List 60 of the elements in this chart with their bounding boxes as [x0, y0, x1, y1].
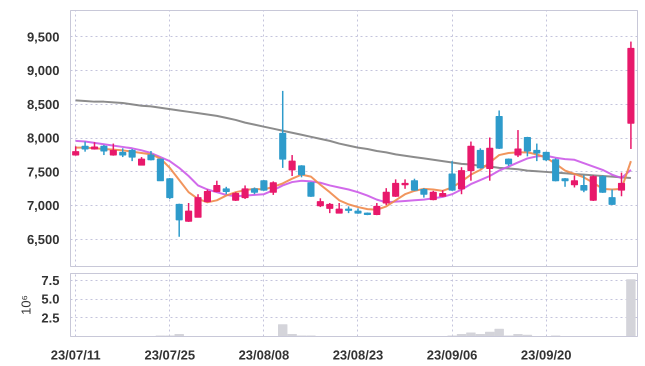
candlestick: [326, 202, 334, 214]
candlestick: [514, 129, 522, 158]
candlestick: [448, 160, 456, 192]
line-series: [74, 99, 632, 180]
candlestick: [298, 164, 306, 178]
candlestick: [100, 144, 108, 156]
candlestick: [570, 174, 578, 188]
candlestick: [420, 187, 428, 198]
candlestick: [288, 154, 296, 177]
candlestick: [618, 172, 626, 197]
candlestick: [194, 193, 202, 218]
candlestick: [242, 184, 249, 200]
x-tick-label: 23/08/08: [238, 348, 290, 362]
candlestick: [204, 188, 211, 204]
candlestick: [458, 166, 466, 195]
candlestick: [128, 148, 136, 162]
y-tick-label: 7.5: [41, 272, 60, 288]
y-axis-title: 10⁶: [18, 295, 34, 315]
y-tick-label: 2.5: [41, 310, 60, 326]
x-tick-label: 23/07/11: [50, 348, 101, 362]
y-tick-label: 7,000: [26, 198, 60, 214]
candlestick: [147, 150, 155, 162]
candlestick: [176, 202, 183, 238]
y-tick-label: 5.0: [41, 292, 60, 306]
candlestick: [533, 142, 540, 162]
candlestick: [260, 179, 268, 192]
y-tick-label: 9,500: [26, 29, 60, 44]
candlestick: [156, 158, 164, 182]
x-tick-label: 23/08/23: [332, 348, 384, 362]
candlestick: [608, 188, 616, 206]
candlestick: [524, 136, 531, 158]
y-tick-label: 9,000: [26, 63, 60, 78]
candlestick: [373, 202, 380, 216]
candlestick: [590, 174, 597, 202]
x-tick-label: 23/09/20: [520, 348, 572, 362]
candlestick: [476, 148, 484, 170]
candlestick: [82, 140, 89, 152]
candlestick: [166, 177, 174, 200]
line-series: [74, 140, 632, 204]
candlestick: [110, 142, 117, 156]
candlestick: [430, 190, 437, 202]
candlestick: [185, 202, 192, 223]
candlestick: [542, 150, 550, 162]
candlestick: [580, 174, 588, 193]
candlestick: [382, 187, 390, 206]
y-tick-label: 8,000: [26, 130, 60, 146]
candlestick: [410, 178, 418, 192]
y-tick-label: 8,500: [26, 96, 60, 112]
candlestick: [486, 136, 494, 182]
candlestick: [401, 178, 409, 190]
candlestick: [307, 181, 315, 198]
candlestick: [392, 178, 400, 198]
x-tick-label: 23/07/25: [144, 348, 196, 362]
x-tick-label: 23/09/06: [426, 348, 478, 362]
candlestick: [552, 158, 560, 182]
candlestick: [599, 174, 606, 194]
candlestick: [336, 202, 343, 214]
candlestick: [270, 180, 277, 196]
y-tick-label: 7,500: [26, 164, 60, 180]
y-tick-label: 6,500: [26, 232, 60, 247]
